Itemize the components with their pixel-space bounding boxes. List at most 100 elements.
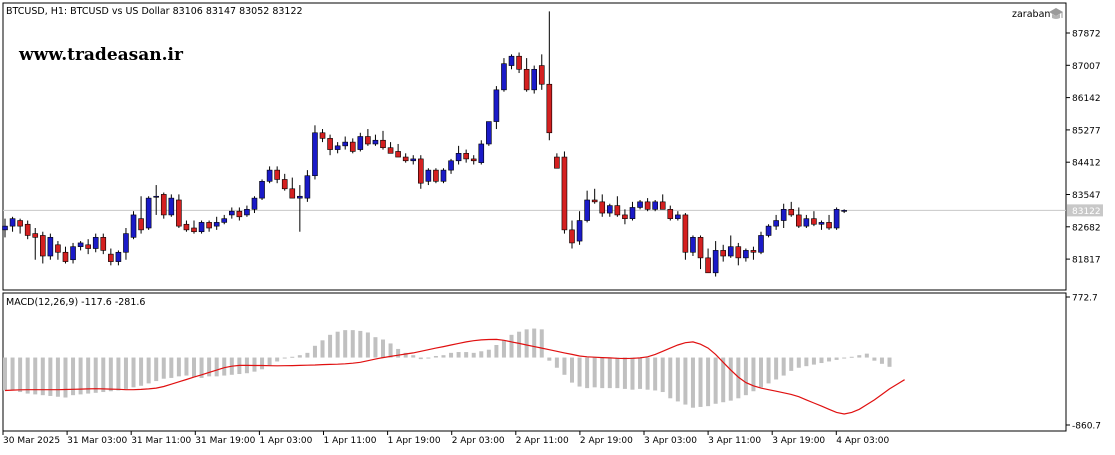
macd-bar — [358, 330, 363, 358]
candle — [9, 216, 16, 232]
candle — [508, 54, 515, 70]
macd-bar — [653, 357, 658, 391]
macd-bar — [789, 357, 794, 371]
macd-bar — [660, 357, 665, 393]
macd-bar — [524, 329, 529, 358]
macd-bar — [403, 352, 408, 358]
candle — [168, 194, 175, 217]
candle — [85, 239, 91, 255]
candle — [599, 194, 606, 217]
macd-label: MACD(12,26,9) -117.6 -281.6 — [6, 297, 145, 308]
time-tick-label: 31 Mar 11:00 — [131, 436, 191, 446]
macd-bar — [864, 353, 869, 358]
macd-bar — [615, 357, 620, 389]
macd-bar — [222, 357, 227, 376]
candle — [811, 211, 817, 227]
macd-bar — [207, 357, 212, 377]
macd-bar — [161, 357, 166, 379]
graduation-cap-icon — [1049, 8, 1063, 19]
macd-bar — [63, 357, 68, 398]
candle — [591, 188, 598, 204]
macd-bar — [781, 357, 786, 376]
candle — [77, 241, 84, 251]
candle — [312, 125, 318, 180]
candle — [115, 250, 122, 266]
candle — [697, 235, 704, 270]
macd-bar — [214, 357, 219, 377]
candle — [448, 158, 454, 174]
candle — [372, 134, 379, 146]
macd-bar — [796, 357, 801, 368]
macd-bar — [887, 357, 892, 367]
candle — [773, 214, 779, 230]
macd-tick-label: -860.7 — [1072, 422, 1101, 432]
candle — [803, 214, 810, 228]
time-tick-label: 3 Apr 11:00 — [708, 436, 761, 446]
candle — [554, 153, 560, 169]
candle — [145, 196, 152, 230]
macd-bar — [690, 357, 695, 408]
candle — [493, 86, 500, 130]
price-tick-label: 84412 — [1072, 159, 1101, 169]
macd-bar — [706, 357, 711, 407]
macd-bar — [539, 329, 544, 358]
candle — [705, 248, 711, 274]
macd-bar — [335, 331, 340, 358]
candle — [425, 168, 432, 186]
candle — [108, 248, 114, 266]
price-panel[interactable] — [2, 2, 1067, 291]
macd-bar — [736, 357, 741, 399]
macd-bar — [562, 357, 567, 375]
time-tick-label: 1 Apr 11:00 — [324, 436, 377, 446]
time-tick-label: 31 Mar 19:00 — [195, 436, 255, 446]
macd-bar — [433, 355, 438, 358]
macd-tick-label: 772.7 — [1072, 294, 1098, 304]
candle — [221, 214, 228, 225]
candle — [266, 166, 273, 184]
macd-bar — [25, 357, 30, 394]
candle — [546, 11, 553, 141]
time-tick-label: 1 Apr 03:00 — [259, 436, 312, 446]
candle — [682, 213, 689, 260]
macd-bar — [804, 357, 809, 367]
macd-bar — [411, 355, 416, 358]
macd-bar — [199, 357, 204, 378]
candle — [206, 220, 212, 232]
candle — [795, 207, 802, 228]
candle — [357, 132, 364, 152]
candle — [62, 246, 69, 264]
candle — [576, 211, 583, 245]
candle — [652, 199, 658, 212]
macd-bar — [343, 330, 348, 358]
candle — [826, 214, 832, 230]
candle — [743, 248, 749, 262]
macd-bar — [645, 357, 650, 390]
macd-bar — [108, 357, 113, 392]
macd-bar — [18, 357, 23, 393]
macd-bar — [55, 357, 60, 397]
macd-bar — [494, 345, 499, 358]
macd-bar — [600, 357, 605, 389]
candle — [55, 241, 61, 260]
macd-bar — [101, 357, 106, 393]
macd-bar — [381, 339, 385, 358]
macd-bar — [176, 357, 181, 377]
candle — [198, 220, 205, 234]
macd-bar — [464, 352, 469, 358]
macd-bar — [607, 357, 612, 389]
macd-bar — [766, 357, 771, 384]
macd-bar — [668, 357, 673, 399]
candle — [17, 218, 23, 234]
macd-bar — [675, 357, 680, 402]
macd-bar — [547, 357, 552, 361]
signal-line — [4, 338, 905, 415]
candle — [486, 121, 492, 146]
candle — [281, 173, 288, 191]
svg-text:83122: 83122 — [1072, 207, 1101, 217]
price-tick-label: 86142 — [1072, 94, 1101, 104]
candle — [629, 201, 636, 221]
macd-bar — [509, 334, 514, 358]
candle — [712, 241, 719, 277]
